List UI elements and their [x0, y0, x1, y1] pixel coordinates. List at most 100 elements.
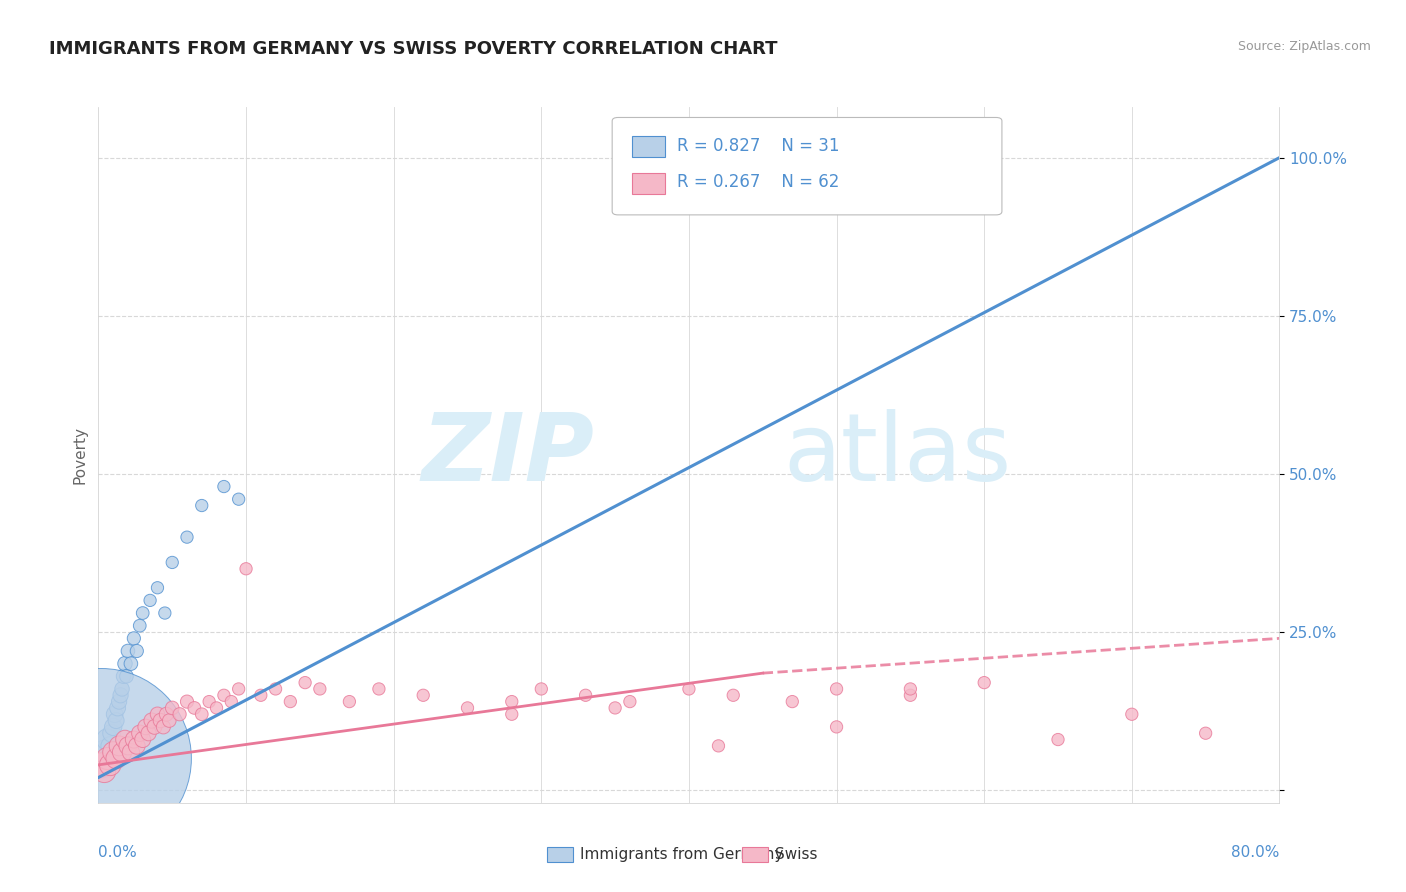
Point — [115, 669, 138, 683]
Point — [107, 701, 129, 715]
Point — [132, 732, 155, 747]
Point — [1195, 726, 1218, 740]
Point — [678, 681, 700, 696]
Point — [456, 701, 478, 715]
Point — [143, 720, 166, 734]
Point — [619, 695, 641, 709]
Point — [96, 751, 118, 765]
Point — [162, 556, 183, 570]
Point — [219, 695, 242, 709]
FancyBboxPatch shape — [612, 118, 1002, 215]
Point — [707, 739, 730, 753]
Point — [111, 745, 134, 759]
Text: Swiss: Swiss — [775, 847, 818, 862]
Text: R = 0.827    N = 31: R = 0.827 N = 31 — [678, 137, 839, 155]
Point — [176, 695, 198, 709]
Point — [162, 701, 183, 715]
Point — [530, 681, 553, 696]
Text: R = 0.267    N = 62: R = 0.267 N = 62 — [678, 173, 839, 191]
Point — [198, 695, 221, 709]
Point — [825, 681, 848, 696]
Point — [128, 618, 150, 632]
Point — [228, 681, 250, 696]
Text: Immigrants from Germany: Immigrants from Germany — [581, 847, 783, 862]
Y-axis label: Poverty: Poverty — [72, 425, 87, 484]
Point — [212, 479, 235, 493]
Point — [900, 688, 922, 702]
FancyBboxPatch shape — [742, 847, 768, 862]
Point — [782, 695, 804, 709]
Point — [250, 688, 273, 702]
Point — [90, 757, 112, 772]
Text: IMMIGRANTS FROM GERMANY VS SWISS POVERTY CORRELATION CHART: IMMIGRANTS FROM GERMANY VS SWISS POVERTY… — [49, 40, 778, 58]
Point — [93, 764, 115, 779]
Point — [501, 707, 523, 722]
Point — [574, 688, 596, 702]
Point — [105, 714, 128, 728]
Point — [114, 732, 136, 747]
Point — [412, 688, 434, 702]
Point — [90, 757, 112, 772]
Point — [90, 751, 112, 765]
Point — [212, 688, 235, 702]
Point — [100, 726, 122, 740]
Point — [337, 695, 360, 709]
Point — [309, 681, 332, 696]
Point — [294, 675, 316, 690]
Point — [1046, 732, 1069, 747]
Point — [825, 720, 848, 734]
Point — [122, 632, 145, 646]
Point — [117, 739, 139, 753]
Point — [104, 707, 127, 722]
Point — [721, 688, 744, 702]
Point — [110, 688, 132, 702]
Point — [93, 745, 115, 759]
Point — [169, 707, 191, 722]
Point — [111, 681, 134, 696]
Point — [146, 707, 169, 722]
Point — [235, 562, 257, 576]
Point — [117, 644, 139, 658]
Text: 80.0%: 80.0% — [1232, 845, 1279, 860]
Point — [139, 593, 162, 607]
Point — [191, 707, 214, 722]
Point — [191, 499, 214, 513]
Point — [98, 739, 121, 753]
Point — [155, 707, 177, 722]
Point — [152, 720, 174, 734]
Point — [125, 739, 148, 753]
Point — [103, 745, 125, 759]
Point — [135, 720, 157, 734]
Point — [141, 714, 163, 728]
Text: ZIP: ZIP — [422, 409, 595, 501]
Point — [114, 657, 136, 671]
Point — [205, 701, 228, 715]
Point — [128, 726, 150, 740]
Point — [183, 701, 205, 715]
FancyBboxPatch shape — [547, 847, 574, 862]
Text: Source: ZipAtlas.com: Source: ZipAtlas.com — [1237, 40, 1371, 54]
Point — [97, 751, 120, 765]
Point — [1121, 707, 1143, 722]
Point — [108, 739, 131, 753]
Point — [105, 751, 128, 765]
Point — [122, 732, 145, 747]
Text: 0.0%: 0.0% — [98, 845, 138, 860]
Point — [157, 714, 180, 728]
Point — [264, 681, 287, 696]
Point — [120, 657, 142, 671]
Point — [120, 745, 142, 759]
Point — [112, 669, 135, 683]
Point — [132, 606, 155, 620]
Point — [108, 695, 131, 709]
FancyBboxPatch shape — [633, 136, 665, 157]
Point — [278, 695, 302, 709]
Point — [973, 675, 995, 690]
Point — [176, 530, 198, 544]
Point — [125, 644, 148, 658]
FancyBboxPatch shape — [633, 173, 665, 194]
Text: atlas: atlas — [783, 409, 1012, 501]
Point — [103, 720, 125, 734]
Point — [900, 681, 922, 696]
Point — [368, 681, 391, 696]
